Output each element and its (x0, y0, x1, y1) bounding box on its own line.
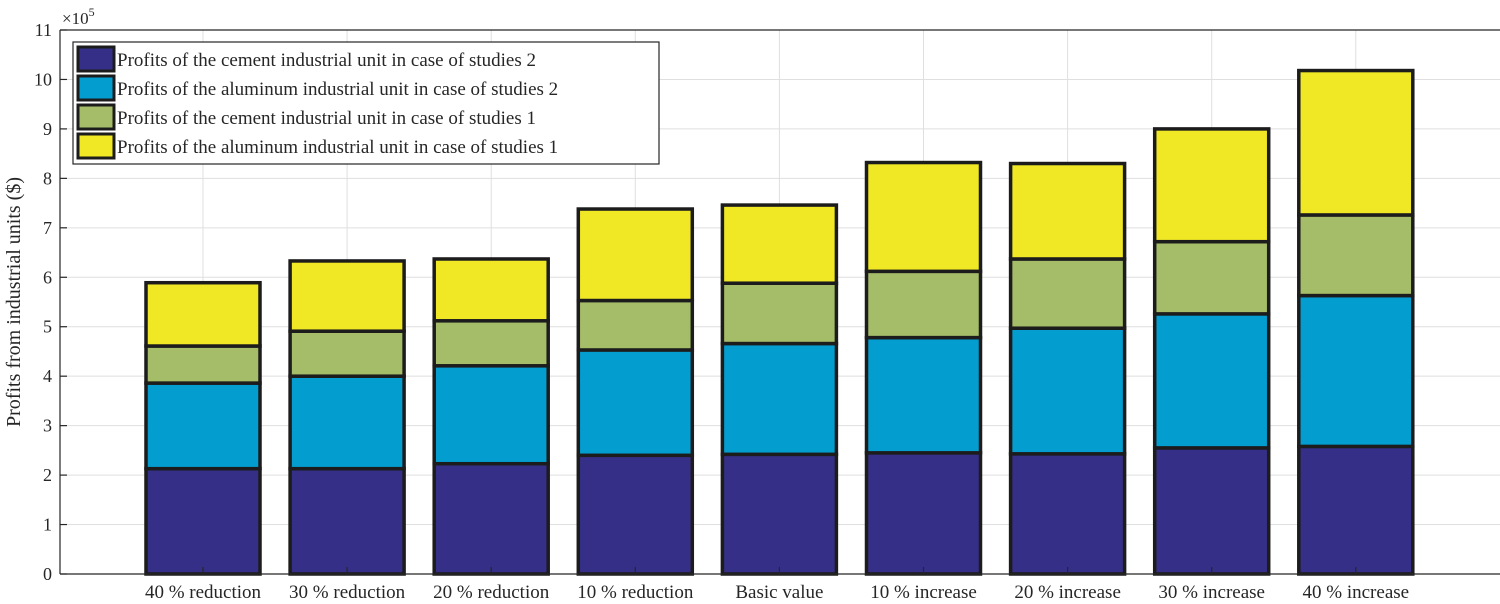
bar-segment-series-1 (1152, 446, 1271, 576)
bar-segment-series-1 (288, 466, 406, 576)
bar-segment-series-2 (1152, 312, 1271, 450)
bar-segment-series-3 (1152, 239, 1271, 316)
bar-segment-series-4 (144, 280, 262, 348)
bar-segment-series-4 (1297, 68, 1415, 217)
y-axis-label: Profits from industrial units ($) (3, 177, 25, 427)
y-tick-label: 7 (43, 218, 52, 238)
x-tick-label: 40 % reduction (145, 582, 262, 603)
bar-segment-series-4 (1152, 127, 1271, 244)
y-tick-label: 6 (43, 267, 52, 287)
x-tick-label: 20 % increase (1014, 582, 1121, 603)
y-tick-label: 0 (43, 564, 52, 584)
bar-segment-series-3 (864, 269, 983, 340)
bar-segment-series-4 (576, 207, 695, 303)
y-tick-label: 1 (43, 515, 52, 535)
legend-swatch (76, 45, 116, 73)
x-tick-label: 30 % increase (1158, 582, 1265, 603)
legend-swatch (76, 74, 116, 102)
bar-segment-series-3 (1008, 257, 1127, 330)
bar-segment-series-2 (144, 381, 262, 471)
bar-segment-series-3 (432, 319, 550, 368)
x-tick-label: 10 % increase (870, 582, 977, 603)
bar-segment-series-1 (1297, 444, 1415, 576)
x-tick-label: 20 % reduction (433, 582, 550, 603)
bar-segment-series-4 (288, 259, 406, 333)
exponent-power: 5 (89, 5, 95, 19)
bar-segment-series-2 (864, 335, 983, 455)
bars-group (144, 68, 1415, 576)
bar-segment-series-4 (1008, 161, 1127, 261)
bar-segment-series-4 (864, 160, 983, 274)
y-tick-label: 5 (43, 317, 52, 337)
legend: Profits of the cement industrial unit in… (72, 41, 660, 165)
y-ticks: 0 1 2 3 4 5 6 7 8 9 10 11 (34, 20, 67, 584)
bar-segment-series-3 (720, 281, 839, 346)
y-tick-label: 8 (43, 168, 52, 188)
bar-segment-series-1 (1008, 452, 1127, 576)
bar-segment-series-3 (1297, 213, 1415, 298)
bar-segment-series-2 (576, 348, 695, 458)
exponent-label: ×105 (62, 5, 95, 28)
bar-segment-series-2 (1008, 326, 1127, 456)
bar-segment-series-4 (720, 203, 839, 285)
exponent-base: ×10 (62, 9, 89, 28)
legend-swatch (76, 132, 116, 160)
x-tick-label: Basic value (735, 582, 823, 603)
bar-segment-series-3 (288, 329, 406, 378)
x-tick-label: 10 % reduction (577, 582, 694, 603)
y-tick-label: 2 (43, 465, 52, 485)
bar-segment-series-2 (432, 364, 550, 466)
bar-segment-series-1 (432, 461, 550, 576)
x-tick-label: 30 % reduction (289, 582, 406, 603)
bar-segment-series-2 (720, 341, 839, 457)
legend-swatch (76, 103, 116, 131)
legend-entry: Profits of the aluminum industrial unit … (117, 137, 558, 158)
x-ticks: 40 % reduction 30 % reduction 20 % reducti… (145, 567, 1409, 603)
y-tick-label: 9 (43, 119, 52, 139)
legend-entry: Profits of the aluminum industrial unit … (117, 79, 558, 100)
bar-segment-series-4 (432, 257, 550, 323)
y-tick-label: 4 (43, 366, 52, 386)
bar-segment-series-1 (720, 452, 839, 576)
legend-box (72, 41, 660, 165)
legend-entry: Profits of the cement industrial unit in… (117, 108, 536, 129)
bar-segment-series-1 (576, 453, 695, 576)
bar-segment-series-2 (288, 374, 406, 471)
y-tick-label: 3 (43, 416, 52, 436)
y-tick-label: 10 (34, 69, 52, 89)
legend-entry: Profits of the cement industrial unit in… (117, 50, 536, 71)
bar-segment-series-3 (576, 298, 695, 352)
y-tick-label: 11 (35, 20, 52, 40)
bar-segment-series-2 (1297, 293, 1415, 449)
bar-segment-series-1 (144, 466, 262, 576)
bar-segment-series-3 (144, 344, 262, 385)
bar-segment-series-1 (864, 451, 983, 576)
x-tick-label: 40 % increase (1303, 582, 1410, 603)
